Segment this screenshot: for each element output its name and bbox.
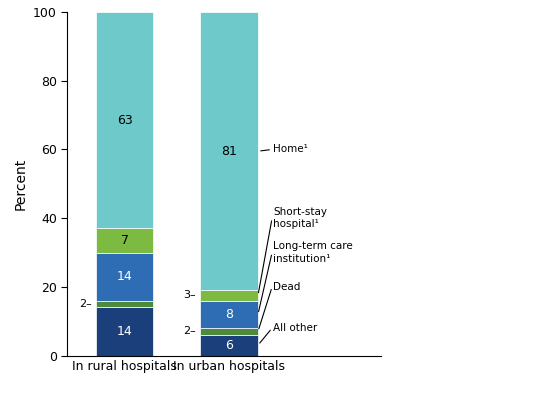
Text: 7: 7: [121, 234, 129, 247]
Bar: [200, 328, 258, 335]
Bar: [96, 252, 153, 301]
Text: 8: 8: [225, 308, 233, 321]
Bar: [200, 335, 258, 356]
Bar: [200, 301, 258, 328]
Text: 3–: 3–: [184, 290, 197, 301]
Text: Short-stay
hospital¹: Short-stay hospital¹: [273, 207, 327, 229]
Text: 63: 63: [117, 114, 133, 127]
Text: Home¹: Home¹: [273, 145, 308, 154]
Bar: [200, 12, 258, 290]
Text: Dead: Dead: [273, 282, 301, 292]
Bar: [96, 228, 153, 252]
Text: 2–: 2–: [79, 299, 92, 309]
Y-axis label: Percent: Percent: [13, 158, 27, 210]
Text: 2–: 2–: [184, 326, 197, 337]
Text: 6: 6: [225, 339, 233, 352]
Text: 14: 14: [117, 325, 133, 338]
Bar: [96, 301, 153, 307]
Text: 81: 81: [221, 145, 237, 158]
Text: 14: 14: [117, 270, 133, 283]
Bar: [96, 12, 153, 229]
Text: All other: All other: [273, 323, 318, 333]
Bar: [200, 290, 258, 301]
Text: Long-term care
institution¹: Long-term care institution¹: [273, 241, 353, 264]
Bar: [96, 307, 153, 356]
